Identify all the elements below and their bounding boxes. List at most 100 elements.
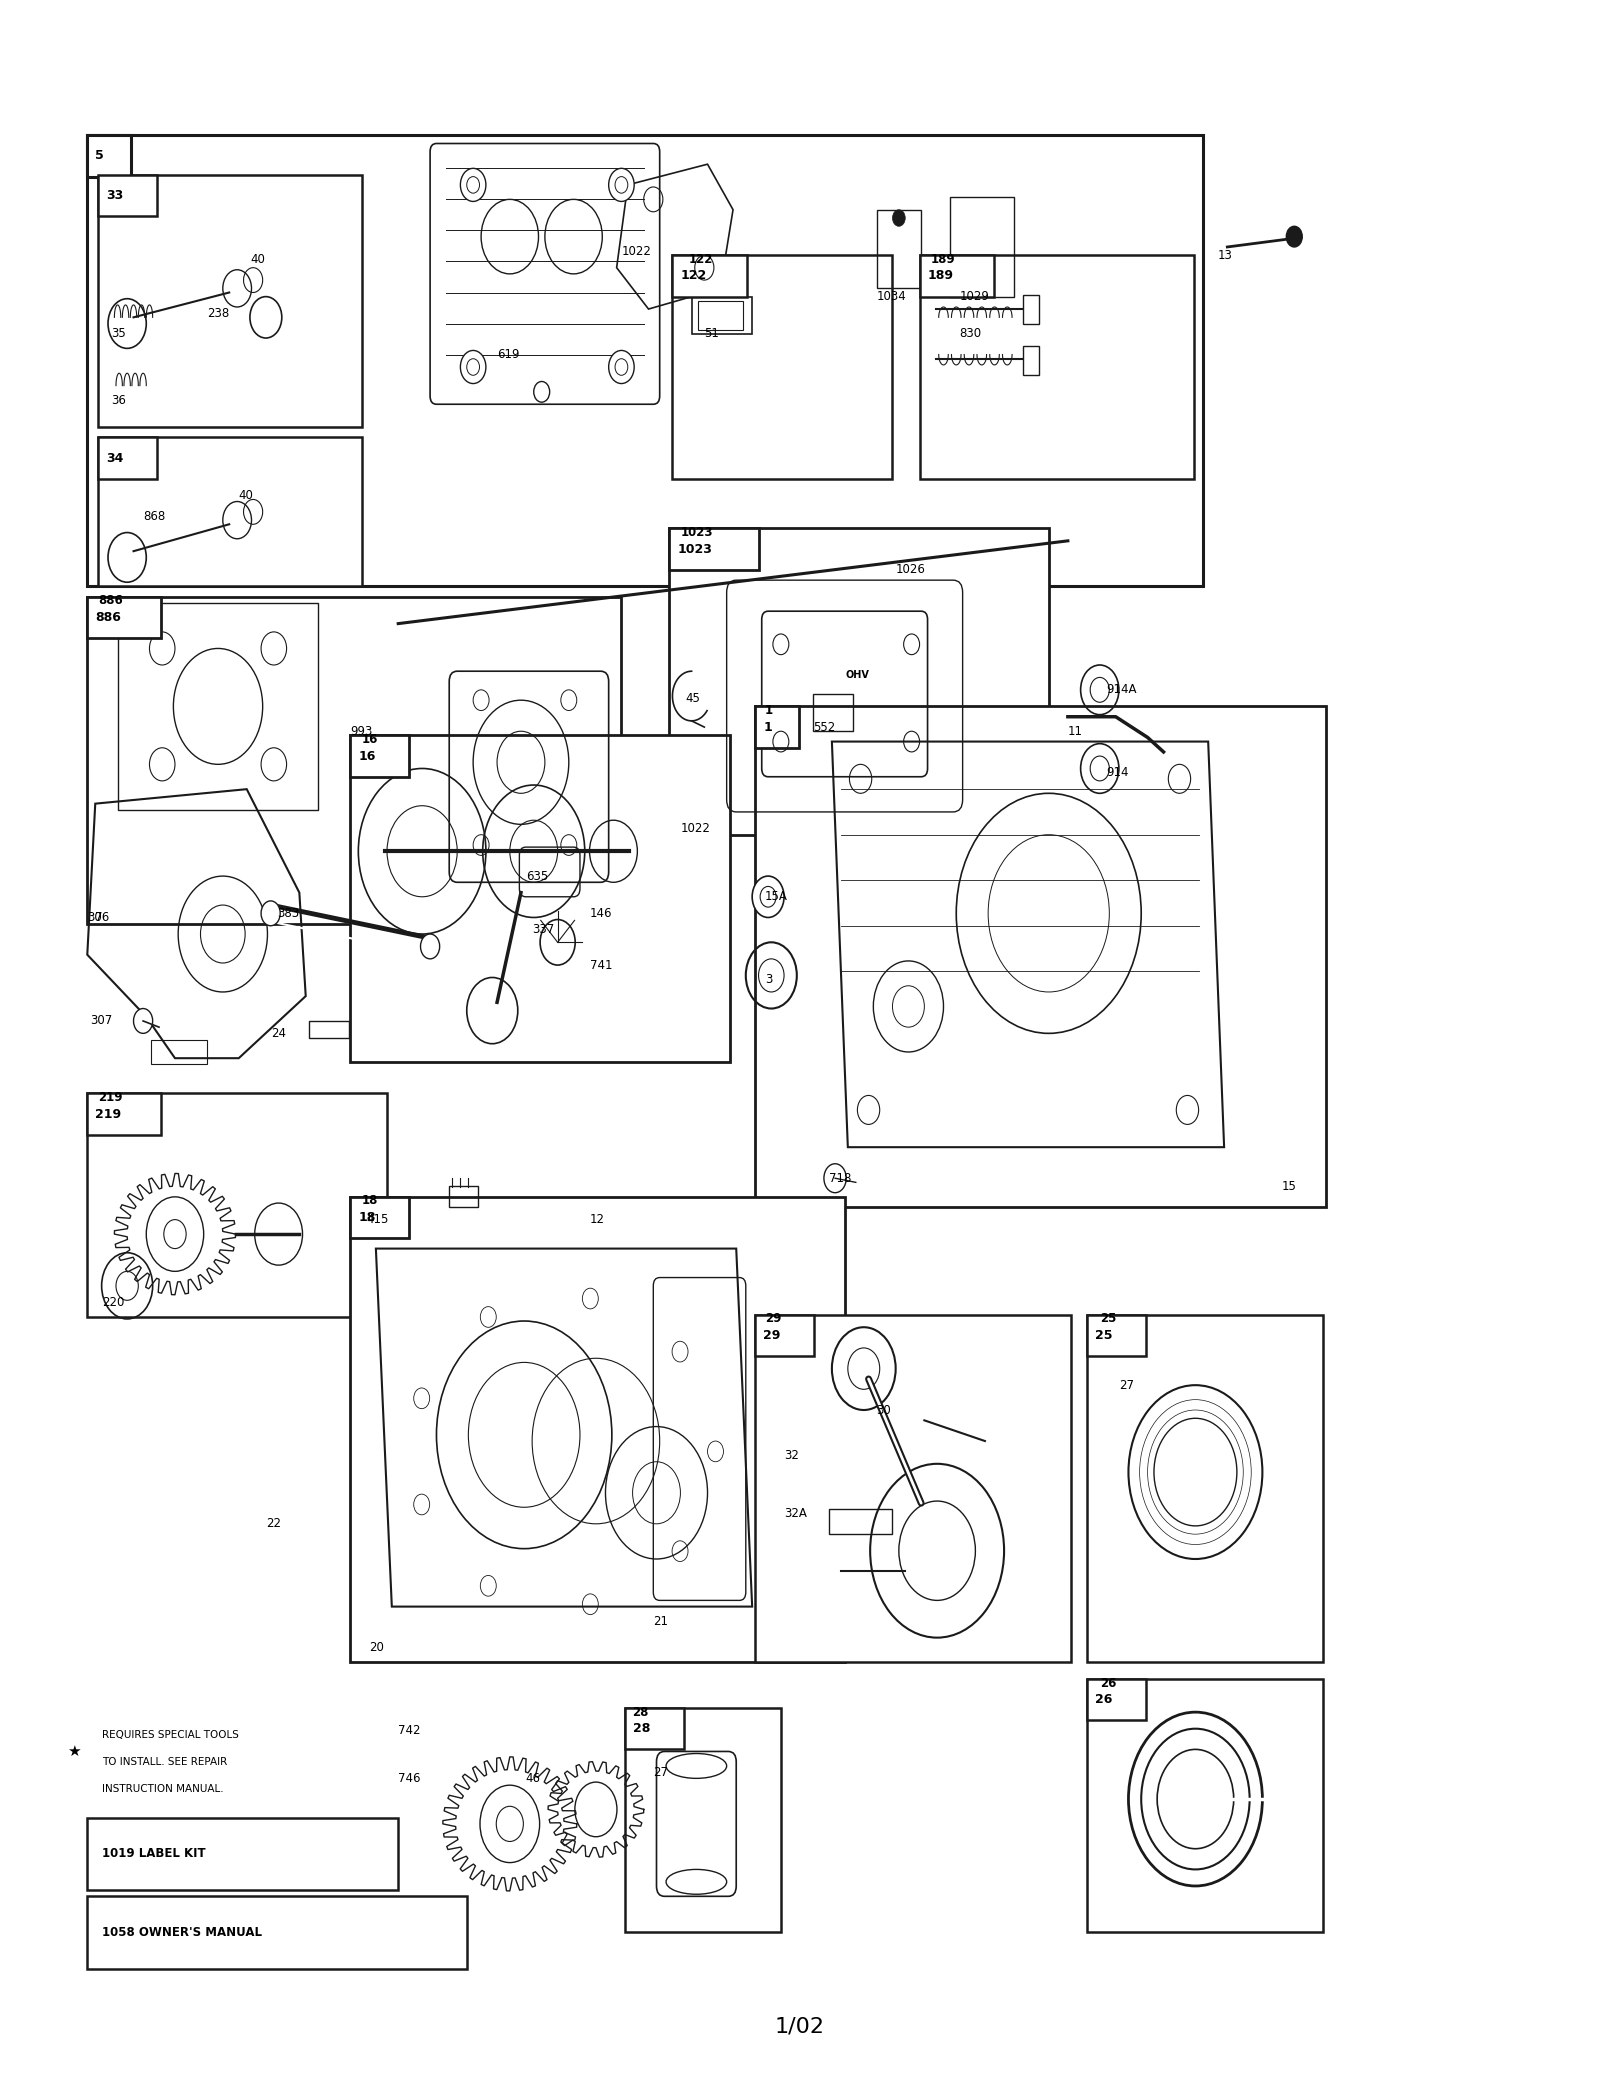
Text: 1: 1 (763, 720, 773, 735)
Text: 29: 29 (763, 1328, 781, 1343)
Text: 307: 307 (91, 1015, 112, 1027)
Text: 30: 30 (877, 1403, 891, 1417)
Bar (350, 1197, 845, 1662)
Text: 11: 11 (1067, 724, 1083, 739)
Text: 45: 45 (685, 691, 701, 706)
Text: OHV: OHV (845, 670, 869, 681)
Bar (88, 1094, 387, 1318)
Circle shape (608, 351, 634, 384)
Text: 51: 51 (704, 328, 720, 340)
Text: 219: 219 (99, 1091, 123, 1104)
Bar (350, 1197, 410, 1239)
Text: 146: 146 (589, 907, 613, 919)
Text: 36: 36 (110, 394, 126, 407)
Bar (829, 1509, 893, 1533)
Bar (624, 1708, 781, 1932)
Bar (624, 1708, 683, 1749)
Text: 25: 25 (1094, 1328, 1112, 1343)
Bar (88, 1094, 162, 1135)
Bar (1024, 347, 1038, 376)
Bar (88, 135, 131, 176)
Text: 46: 46 (526, 1772, 541, 1784)
Text: 13: 13 (1218, 249, 1232, 261)
Bar (669, 529, 758, 571)
Text: 1022: 1022 (680, 822, 710, 834)
Bar (1086, 1316, 1146, 1357)
Text: 28: 28 (632, 1722, 650, 1735)
Bar (920, 255, 1194, 479)
Text: 35: 35 (110, 328, 126, 340)
Text: 27: 27 (1118, 1378, 1134, 1392)
Bar (672, 255, 747, 297)
Text: 1022: 1022 (621, 245, 651, 257)
Bar (669, 529, 1048, 834)
Circle shape (893, 210, 906, 226)
Bar (309, 1021, 349, 1038)
Text: 16: 16 (362, 732, 378, 747)
Text: 886: 886 (96, 610, 122, 625)
Text: 1/02: 1/02 (774, 2017, 826, 2038)
Text: 34: 34 (107, 452, 123, 465)
Text: 12: 12 (589, 1214, 605, 1226)
Bar (99, 438, 362, 587)
Text: 746: 746 (398, 1772, 421, 1784)
Text: INSTRUCTION MANUAL.: INSTRUCTION MANUAL. (102, 1784, 224, 1793)
Text: 122: 122 (680, 270, 707, 282)
Text: 1026: 1026 (896, 562, 925, 577)
Text: 21: 21 (653, 1614, 669, 1627)
Text: 993: 993 (350, 724, 373, 739)
Circle shape (752, 876, 784, 917)
Text: 914: 914 (1106, 766, 1128, 778)
Circle shape (461, 168, 486, 201)
Text: 238: 238 (206, 307, 229, 320)
Text: 914A: 914A (1106, 683, 1136, 697)
Text: 15A: 15A (765, 890, 787, 903)
Text: 18: 18 (358, 1212, 376, 1224)
Bar (99, 438, 157, 479)
Text: 337: 337 (533, 923, 554, 936)
Text: 25: 25 (1099, 1313, 1117, 1326)
Bar (1086, 1679, 1146, 1720)
Text: 741: 741 (589, 959, 613, 971)
Text: 1: 1 (765, 703, 773, 718)
Text: 886: 886 (99, 593, 123, 608)
Text: 220: 220 (102, 1297, 125, 1309)
Text: 619: 619 (498, 349, 520, 361)
Text: 1029: 1029 (960, 290, 989, 303)
Circle shape (534, 382, 550, 403)
Bar (672, 255, 893, 479)
Text: 742: 742 (398, 1724, 421, 1737)
Bar (1024, 295, 1038, 324)
Text: 22: 22 (266, 1517, 282, 1531)
Bar (1086, 1679, 1323, 1932)
Text: 383: 383 (277, 907, 299, 919)
Text: 26: 26 (1099, 1677, 1117, 1689)
Bar (88, 598, 162, 639)
Bar (88, 1897, 467, 1969)
Text: 40: 40 (238, 490, 254, 502)
Text: 1019 LABEL KIT: 1019 LABEL KIT (102, 1847, 205, 1861)
Text: 27: 27 (653, 1766, 669, 1778)
Bar (698, 301, 742, 330)
Bar (350, 735, 730, 1062)
Text: 26: 26 (1094, 1693, 1112, 1706)
Bar (755, 1316, 814, 1357)
Text: TO INSTALL. SEE REPAIR: TO INSTALL. SEE REPAIR (102, 1758, 227, 1766)
Text: ★: ★ (67, 1743, 80, 1760)
Text: 7: 7 (96, 911, 102, 923)
Text: 830: 830 (960, 328, 981, 340)
Text: 868: 868 (142, 510, 165, 523)
Bar (877, 210, 922, 288)
Bar (755, 1316, 1070, 1662)
Text: 20: 20 (370, 1641, 384, 1654)
Text: 24: 24 (270, 1027, 286, 1040)
Bar (150, 1040, 206, 1064)
Bar (813, 693, 853, 730)
Circle shape (421, 934, 440, 959)
Text: 718: 718 (829, 1172, 851, 1185)
Circle shape (461, 351, 486, 384)
Text: 1034: 1034 (877, 290, 906, 303)
Text: REQUIRES SPECIAL TOOLS: REQUIRES SPECIAL TOOLS (102, 1731, 238, 1741)
Bar (350, 735, 410, 776)
Bar (450, 1187, 478, 1208)
